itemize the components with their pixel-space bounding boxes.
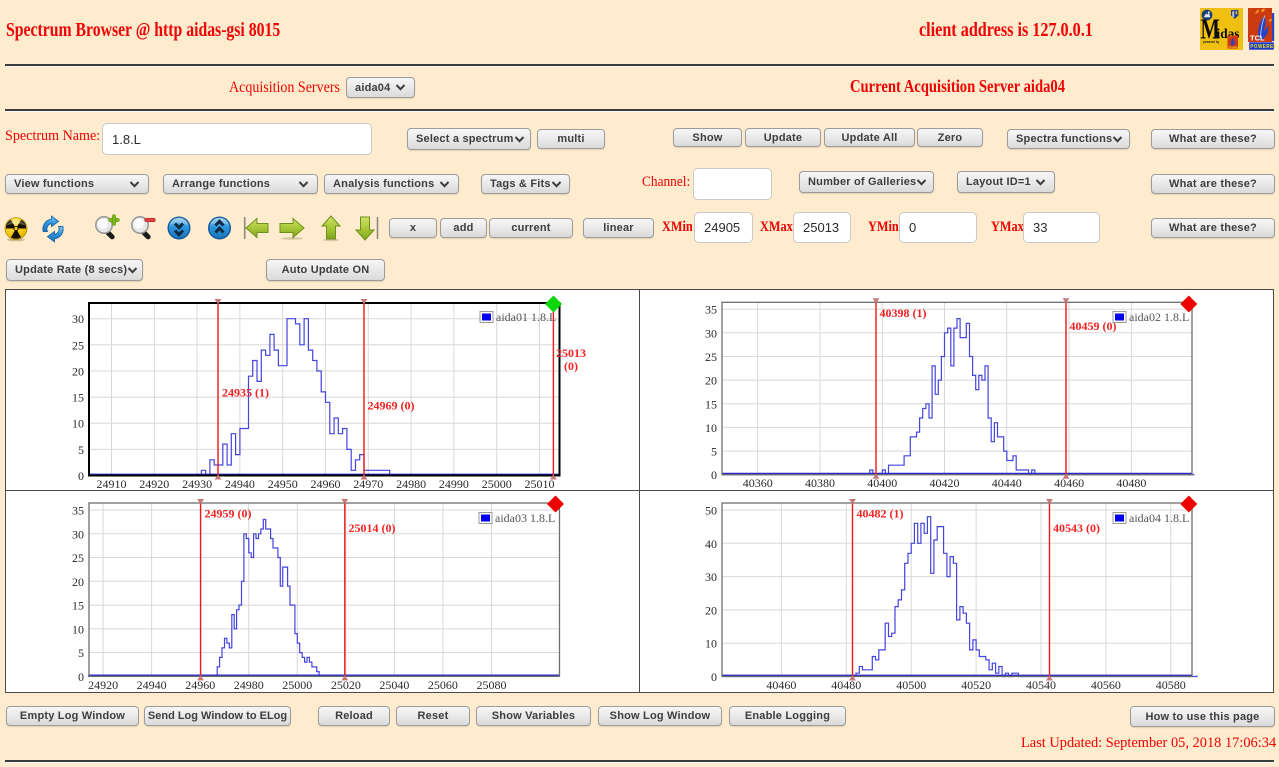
- svg-text:24940: 24940: [225, 477, 255, 490]
- svg-text:25040: 25040: [379, 678, 409, 692]
- svg-text:24950: 24950: [268, 477, 298, 490]
- svg-text:24980: 24980: [396, 477, 426, 490]
- svg-text:40459 (0): 40459 (0): [1070, 319, 1117, 333]
- svg-text:25010: 25010: [525, 477, 555, 490]
- svg-text:aida03 1.8.L: aida03 1.8.L: [495, 511, 555, 525]
- svg-text:40380: 40380: [805, 476, 835, 490]
- svg-text:24920: 24920: [88, 678, 118, 692]
- svg-text:24959 (0): 24959 (0): [205, 507, 252, 521]
- svg-text:15: 15: [72, 599, 84, 613]
- svg-text:0: 0: [78, 469, 84, 483]
- svg-text:30: 30: [72, 527, 84, 541]
- svg-text:24960: 24960: [311, 477, 341, 490]
- svg-text:40420: 40420: [930, 476, 960, 490]
- svg-text:20: 20: [705, 603, 717, 617]
- svg-text:40460: 40460: [766, 678, 796, 692]
- svg-text:0: 0: [78, 670, 84, 684]
- svg-text:25020: 25020: [331, 678, 361, 692]
- svg-text:40480: 40480: [831, 678, 861, 692]
- svg-text:25: 25: [705, 350, 717, 364]
- svg-text:POWERED: POWERED: [1250, 44, 1275, 50]
- svg-text:aida04 1.8.L: aida04 1.8.L: [1129, 511, 1189, 525]
- svg-text:TCL: TCL: [1250, 34, 1265, 43]
- svg-text:40482 (1): 40482 (1): [857, 507, 904, 521]
- svg-text:24990: 24990: [439, 477, 469, 490]
- svg-text:40520: 40520: [961, 678, 991, 692]
- svg-text:40: 40: [705, 537, 717, 551]
- svg-text:5: 5: [78, 646, 84, 660]
- svg-text:40580: 40580: [1156, 678, 1186, 692]
- svg-text:40360: 40360: [743, 476, 773, 490]
- svg-text:24910: 24910: [97, 477, 127, 490]
- svg-text:15: 15: [705, 397, 717, 411]
- svg-text:25080: 25080: [477, 678, 507, 692]
- svg-text:35: 35: [72, 504, 84, 518]
- svg-text:40543 (0): 40543 (0): [1053, 521, 1100, 535]
- svg-text:25014 (0): 25014 (0): [349, 521, 396, 535]
- svg-text:20: 20: [72, 365, 84, 379]
- svg-text:40560: 40560: [1091, 678, 1121, 692]
- svg-text:40500: 40500: [896, 678, 926, 692]
- svg-text:24970: 24970: [353, 477, 383, 490]
- svg-text:25: 25: [72, 338, 84, 352]
- svg-text:25: 25: [72, 551, 84, 565]
- svg-text:30: 30: [72, 312, 84, 326]
- svg-text:40398 (1): 40398 (1): [880, 306, 927, 320]
- svg-text:24940: 24940: [137, 678, 167, 692]
- svg-text:0: 0: [711, 670, 717, 684]
- svg-text:24920: 24920: [139, 477, 169, 490]
- svg-text:aida01 1.8.L: aida01 1.8.L: [496, 310, 556, 324]
- svg-text:24960: 24960: [185, 678, 215, 692]
- svg-text:40460: 40460: [1054, 476, 1084, 490]
- svg-text:10: 10: [72, 417, 84, 431]
- svg-text:40400: 40400: [867, 476, 897, 490]
- svg-text:40480: 40480: [1116, 476, 1146, 490]
- svg-text:M: M: [1201, 15, 1220, 46]
- svg-text:40440: 40440: [992, 476, 1022, 490]
- svg-text:24969 (0): 24969 (0): [368, 399, 415, 413]
- svg-text:aida02 1.8.L: aida02 1.8.L: [1129, 310, 1189, 324]
- svg-text:24935 (1): 24935 (1): [222, 386, 269, 400]
- svg-text:25000: 25000: [482, 477, 512, 490]
- svg-text:50: 50: [705, 504, 717, 518]
- svg-text:25013: 25013: [556, 346, 586, 360]
- svg-text:5: 5: [78, 443, 84, 457]
- svg-text:25000: 25000: [282, 678, 312, 692]
- svg-text:Powered: Powered: [1229, 45, 1241, 49]
- svg-text:10: 10: [705, 637, 717, 651]
- svg-text:24980: 24980: [234, 678, 264, 692]
- svg-text:35: 35: [705, 303, 717, 317]
- svg-text:5: 5: [711, 445, 717, 459]
- svg-text:30: 30: [705, 326, 717, 340]
- svg-text:20: 20: [705, 374, 717, 388]
- svg-text:30: 30: [705, 570, 717, 584]
- svg-text:(0): (0): [564, 359, 578, 373]
- svg-text:powered by: powered by: [1203, 40, 1220, 44]
- svg-text:0: 0: [711, 468, 717, 482]
- svg-text:10: 10: [72, 622, 84, 636]
- svg-text:20: 20: [72, 575, 84, 589]
- svg-text:25060: 25060: [428, 678, 458, 692]
- svg-text:10: 10: [705, 421, 717, 435]
- svg-text:40540: 40540: [1026, 678, 1056, 692]
- svg-text:24930: 24930: [182, 477, 212, 490]
- svg-text:15: 15: [72, 391, 84, 405]
